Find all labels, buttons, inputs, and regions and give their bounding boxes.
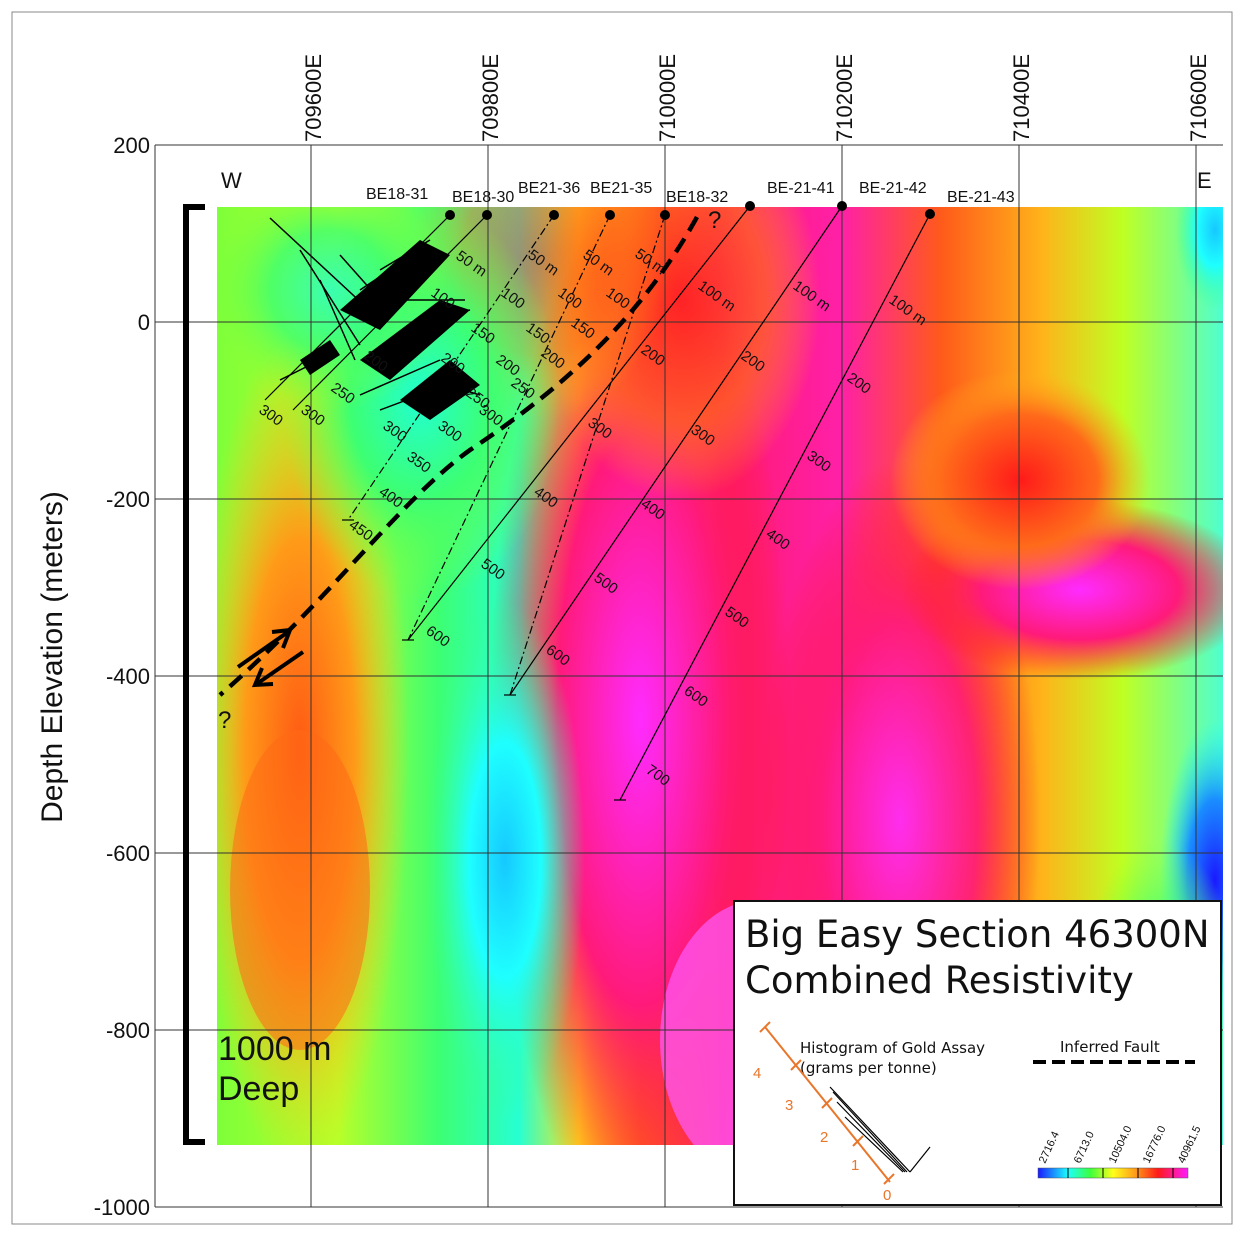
east-label: E	[1197, 168, 1212, 193]
legend-histogram-ticks	[759, 1021, 895, 1185]
cbar-label-0: 2716.4	[1037, 1130, 1062, 1166]
drillhole-labels: BE18-31 BE18-30 BE21-36 BE21-35 BE18-32 …	[366, 180, 1015, 206]
depth-label-1: 1000 m	[218, 1030, 331, 1068]
legend-fault-label: Inferred Fault	[1060, 1038, 1160, 1056]
y-tick-0: 0	[138, 310, 150, 335]
x-tick-709800: 709800E	[478, 54, 503, 142]
legend-title: Big Easy Section 46300N Combined Resisti…	[745, 912, 1210, 1004]
cbar-label-2: 10504.0	[1107, 1124, 1135, 1165]
y-axis-title: Depth Elevation (meters)	[36, 491, 69, 823]
drillhole-collars	[445, 201, 935, 220]
x-tick-labels: 709600E 709800E 710000E 710200E 710400E …	[301, 54, 1211, 142]
hole-label-be18-31: BE18-31	[366, 186, 428, 203]
fault-question-bottom: ?	[218, 707, 231, 734]
y-tick-minus800: -800	[106, 1018, 150, 1043]
legend-colorbar-labels: 2716.4 6713.0 10504.0 16776.0 40961.5	[1037, 1124, 1204, 1165]
y-tick-minus200: -200	[106, 487, 150, 512]
hole-label-be18-32: BE18-32	[666, 189, 728, 206]
legend-hist-4: 4	[753, 1065, 761, 1082]
legend-histogram-spikes	[829, 1086, 931, 1173]
legend-hist-3: 3	[785, 1097, 793, 1114]
x-tick-709600: 709600E	[301, 54, 326, 142]
fault-question-top: ?	[708, 207, 721, 234]
legend-hist-2: 2	[820, 1129, 828, 1146]
gold-assay-fill	[300, 240, 480, 420]
hole-label-be-21-43: BE-21-43	[947, 189, 1015, 206]
cbar-label-1: 6713.0	[1072, 1130, 1097, 1166]
y-tick-labels: 200 0 -200 -400 -600 -800 -1000	[94, 133, 150, 1220]
drillhole-end-caps	[342, 519, 626, 801]
hole-label-be21-36: BE21-36	[518, 180, 580, 197]
legend-hist-0: 0	[883, 1187, 891, 1204]
legend-graphics: 0 1 2 3 4 2716.4 6713.0 10504.0 16776.0 …	[753, 1021, 1204, 1204]
x-tick-710000: 710000E	[655, 54, 680, 142]
legend-histogram-label-2: (grams per tonne)	[800, 1059, 937, 1077]
y-tick-200: 200	[113, 133, 150, 158]
legend-title-line2: Combined Resistivity	[745, 959, 1134, 1002]
west-label: W	[221, 168, 242, 193]
depth-bracket	[183, 204, 205, 1145]
hole-label-be-21-41: BE-21-41	[767, 180, 835, 197]
fault-motion-arrows	[236, 627, 305, 688]
legend-colorbar	[1037, 1167, 1189, 1179]
legend-histogram-label: Histogram of Gold Assay (grams per tonne…	[800, 1038, 985, 1078]
legend-panel: Big Easy Section 46300N Combined Resisti…	[733, 900, 1222, 1206]
figure-frame	[11, 11, 1233, 1225]
hole-label-be21-35: BE21-35	[590, 180, 652, 197]
inferred-fault-trace	[218, 215, 699, 697]
y-tick-minus1000: -1000	[94, 1195, 150, 1220]
y-tick-minus400: -400	[106, 664, 150, 689]
hole-label-be18-30: BE18-30	[452, 189, 514, 206]
y-tick-minus600: -600	[106, 841, 150, 866]
cbar-label-4: 40961.5	[1176, 1124, 1204, 1165]
legend-colorbar-ticks	[1067, 1168, 1174, 1178]
legend-histogram-tick-labels: 0 1 2 3 4	[753, 1065, 891, 1204]
legend-title-line1: Big Easy Section 46300N	[745, 913, 1210, 956]
x-tick-710400: 710400E	[1009, 54, 1034, 142]
legend-histogram-axis	[764, 1026, 891, 1183]
x-tick-710200: 710200E	[832, 54, 857, 142]
x-tick-710600: 710600E	[1186, 54, 1211, 142]
legend-histogram-label-1: Histogram of Gold Assay	[800, 1039, 986, 1057]
cbar-label-3: 16776.0	[1141, 1124, 1169, 1165]
legend-hist-1: 1	[851, 1157, 859, 1174]
hole-label-be-21-42: BE-21-42	[859, 180, 927, 197]
depth-label-2: Deep	[218, 1070, 299, 1108]
